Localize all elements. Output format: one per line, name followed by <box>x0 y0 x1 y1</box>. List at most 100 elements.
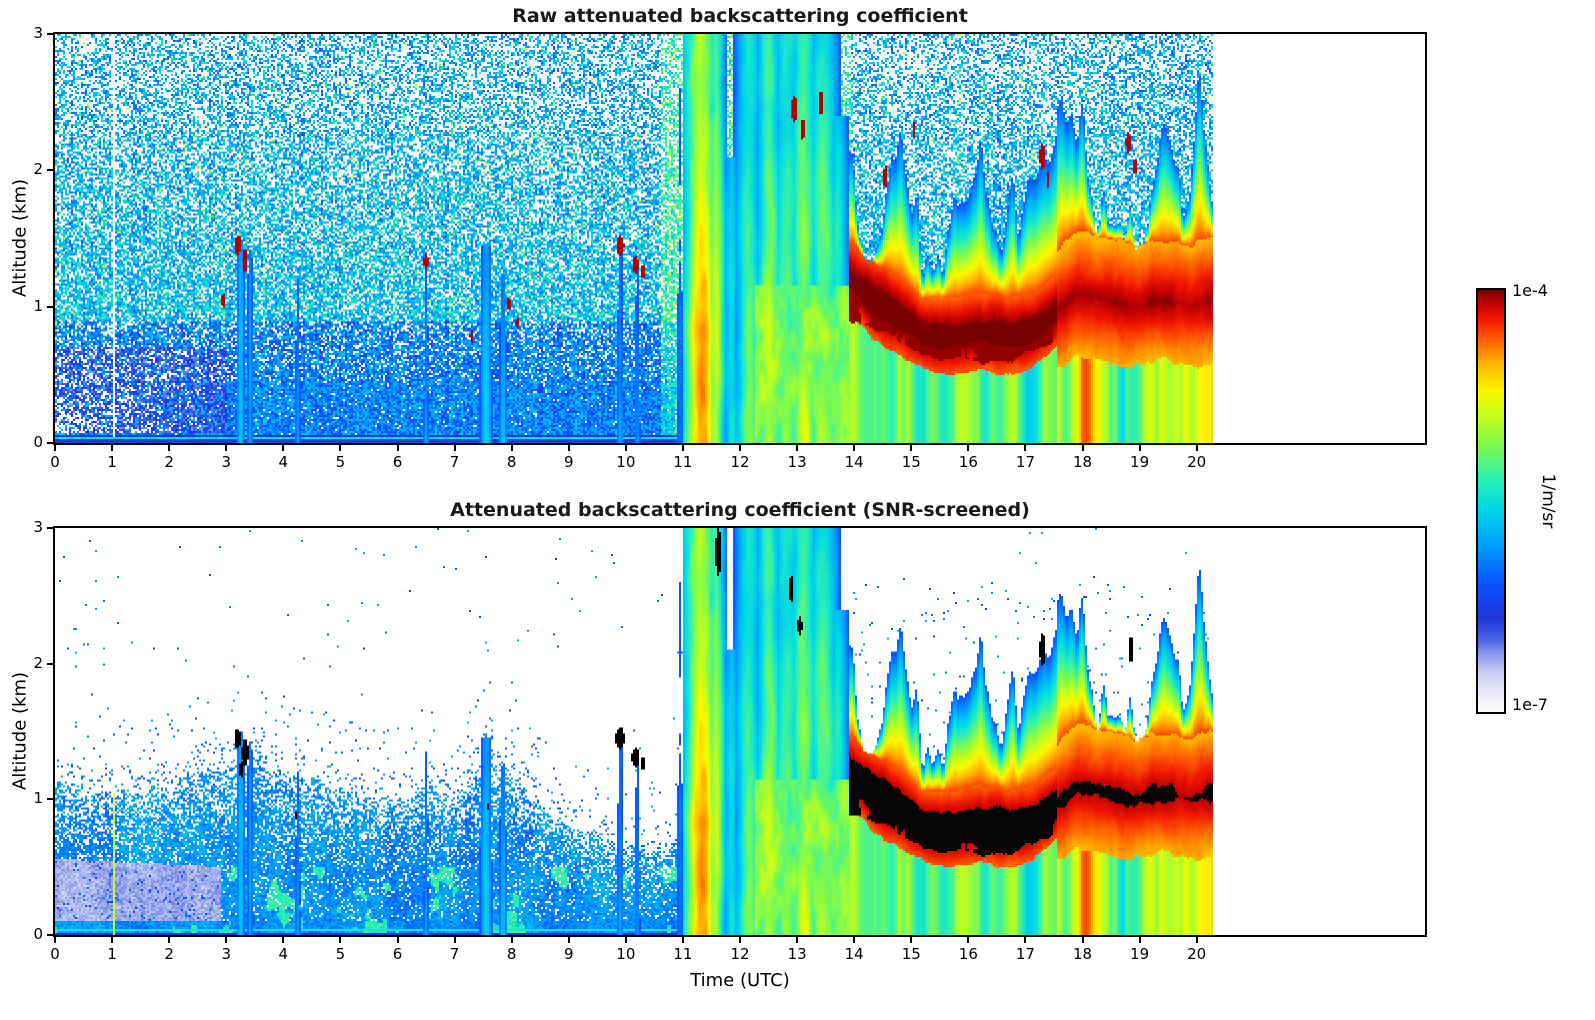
y-tick-label: 3 <box>33 24 43 42</box>
colorbar-unit-label: 1/m/sr <box>1538 473 1558 529</box>
x-tick-mark <box>1081 445 1084 451</box>
x-tick-mark <box>111 445 114 451</box>
x-tick-mark <box>510 937 513 943</box>
x-tick-label: 2 <box>164 945 174 963</box>
x-tick-mark <box>54 445 56 451</box>
x-tick-label: 15 <box>901 453 921 471</box>
x-tick-mark <box>225 445 228 451</box>
y-tick-mark <box>47 527 53 529</box>
x-tick-label: 4 <box>278 453 289 471</box>
y-tick-label: 0 <box>33 925 43 943</box>
y-tick-label: 0 <box>33 433 43 451</box>
x-tick-label: 5 <box>335 945 346 963</box>
y-tick-label: 2 <box>33 160 43 179</box>
x-tick-label: 6 <box>392 453 403 471</box>
x-tick-mark <box>739 937 741 943</box>
x-tick-label: 20 <box>1187 453 1207 471</box>
panel-title-raw: Raw attenuated backscattering coefficien… <box>512 5 968 27</box>
x-tick-mark <box>1024 937 1027 943</box>
x-tick-mark <box>796 937 799 943</box>
x-tick-label: 3 <box>221 453 232 471</box>
x-tick-label: 19 <box>1130 453 1150 471</box>
raw-y-axis-label: Altitude (km) <box>9 178 31 298</box>
x-tick-label: 12 <box>730 945 750 963</box>
y-tick-mark <box>47 934 53 936</box>
x-tick-label: 14 <box>844 945 864 963</box>
y-tick-mark <box>47 798 53 801</box>
y-tick-label: 1 <box>33 296 43 315</box>
x-tick-label: 5 <box>335 453 346 471</box>
x-tick-mark <box>910 445 913 451</box>
x-tick-label: 9 <box>563 453 574 471</box>
x-tick-mark <box>739 445 741 451</box>
x-tick-mark <box>1081 937 1084 943</box>
screened-y-axis-label: Altitude (km) <box>9 671 31 791</box>
x-tick-mark <box>396 937 399 943</box>
x-tick-label: 10 <box>616 453 636 471</box>
x-tick-mark <box>796 445 799 451</box>
x-tick-label: 19 <box>1130 945 1150 963</box>
x-tick-label: 7 <box>449 945 460 963</box>
x-tick-mark <box>168 445 171 451</box>
raw-panel-plot-area <box>53 32 1427 445</box>
x-tick-label: 11 <box>673 453 693 471</box>
x-tick-mark <box>225 937 228 943</box>
x-tick-mark <box>624 937 627 943</box>
raw-heatmap-canvas <box>55 34 1425 443</box>
x-tick-mark <box>54 937 56 943</box>
x-tick-mark <box>111 937 114 943</box>
x-tick-mark <box>396 445 399 451</box>
x-tick-label: 8 <box>506 945 517 963</box>
y-tick-mark <box>47 662 53 665</box>
x-tick-label: 10 <box>616 945 636 963</box>
x-tick-mark <box>1138 445 1141 451</box>
colorbar-min-label: 1e-7 <box>1512 695 1548 714</box>
x-tick-label: 12 <box>730 453 750 471</box>
x-tick-mark <box>967 937 970 943</box>
x-tick-mark <box>853 445 856 451</box>
y-tick-mark <box>47 33 53 35</box>
x-tick-mark <box>1024 445 1027 451</box>
x-tick-label: 18 <box>1072 945 1093 963</box>
panel-title-screened: Attenuated backscattering coefficient (S… <box>450 499 1030 521</box>
x-tick-label: 1 <box>107 453 117 471</box>
y-tick-mark <box>47 169 53 172</box>
x-tick-mark <box>168 937 171 943</box>
x-tick-label: 17 <box>1015 453 1035 471</box>
x-tick-mark <box>282 937 285 943</box>
colorbar-max-label: 1e-4 <box>1512 281 1548 300</box>
x-tick-label: 3 <box>221 945 232 963</box>
y-tick-label: 3 <box>33 518 43 536</box>
x-tick-label: 0 <box>50 453 60 471</box>
x-tick-mark <box>567 445 570 451</box>
y-tick-mark <box>47 305 53 308</box>
x-tick-label: 13 <box>787 945 807 963</box>
x-tick-mark <box>624 445 627 451</box>
x-tick-mark <box>453 937 456 943</box>
x-tick-mark <box>1195 937 1198 943</box>
x-axis-label: Time (UTC) <box>690 970 790 991</box>
y-tick-mark <box>47 442 53 444</box>
x-tick-label: 11 <box>673 945 693 963</box>
x-tick-label: 4 <box>278 945 289 963</box>
x-tick-mark <box>339 445 342 451</box>
x-tick-label: 7 <box>449 453 460 471</box>
x-tick-mark <box>853 937 856 943</box>
x-tick-mark <box>282 445 285 451</box>
x-tick-mark <box>339 937 342 943</box>
x-tick-label: 2 <box>164 453 174 471</box>
x-tick-mark <box>1138 937 1141 943</box>
y-tick-label: 1 <box>33 789 43 808</box>
x-tick-label: 8 <box>506 453 517 471</box>
x-tick-mark <box>967 445 970 451</box>
colorbar <box>1476 288 1506 714</box>
x-tick-label: 9 <box>563 945 574 963</box>
y-tick-label: 2 <box>33 653 43 672</box>
screened-panel-plot-area <box>53 526 1427 937</box>
x-tick-mark <box>510 445 513 451</box>
x-tick-mark <box>681 937 684 943</box>
x-tick-mark <box>910 937 913 943</box>
x-tick-label: 0 <box>50 945 60 963</box>
x-tick-label: 18 <box>1072 453 1093 471</box>
